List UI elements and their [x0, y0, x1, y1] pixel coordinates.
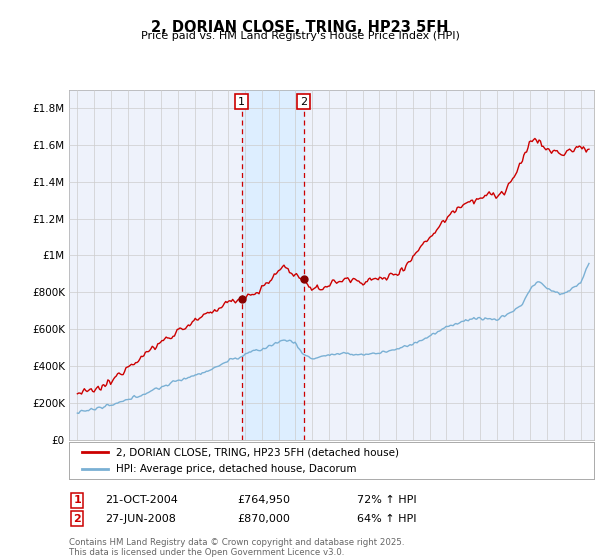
- Text: 1: 1: [238, 97, 245, 106]
- Text: 1: 1: [73, 495, 81, 505]
- Bar: [242, 90, 304, 440]
- Text: 2: 2: [73, 514, 81, 524]
- Text: 72% ↑ HPI: 72% ↑ HPI: [357, 495, 416, 505]
- Text: 64% ↑ HPI: 64% ↑ HPI: [357, 514, 416, 524]
- Text: 27-JUN-2008: 27-JUN-2008: [105, 514, 176, 524]
- Text: Contains HM Land Registry data © Crown copyright and database right 2025.
This d: Contains HM Land Registry data © Crown c…: [69, 538, 404, 557]
- Text: £870,000: £870,000: [237, 514, 290, 524]
- Text: 2, DORIAN CLOSE, TRING, HP23 5FH (detached house): 2, DORIAN CLOSE, TRING, HP23 5FH (detach…: [116, 447, 399, 457]
- Text: 2: 2: [300, 97, 307, 106]
- Text: 2, DORIAN CLOSE, TRING, HP23 5FH: 2, DORIAN CLOSE, TRING, HP23 5FH: [151, 20, 449, 35]
- Text: Price paid vs. HM Land Registry's House Price Index (HPI): Price paid vs. HM Land Registry's House …: [140, 31, 460, 41]
- Text: 21-OCT-2004: 21-OCT-2004: [105, 495, 178, 505]
- Text: HPI: Average price, detached house, Dacorum: HPI: Average price, detached house, Daco…: [116, 464, 357, 474]
- Text: £764,950: £764,950: [237, 495, 290, 505]
